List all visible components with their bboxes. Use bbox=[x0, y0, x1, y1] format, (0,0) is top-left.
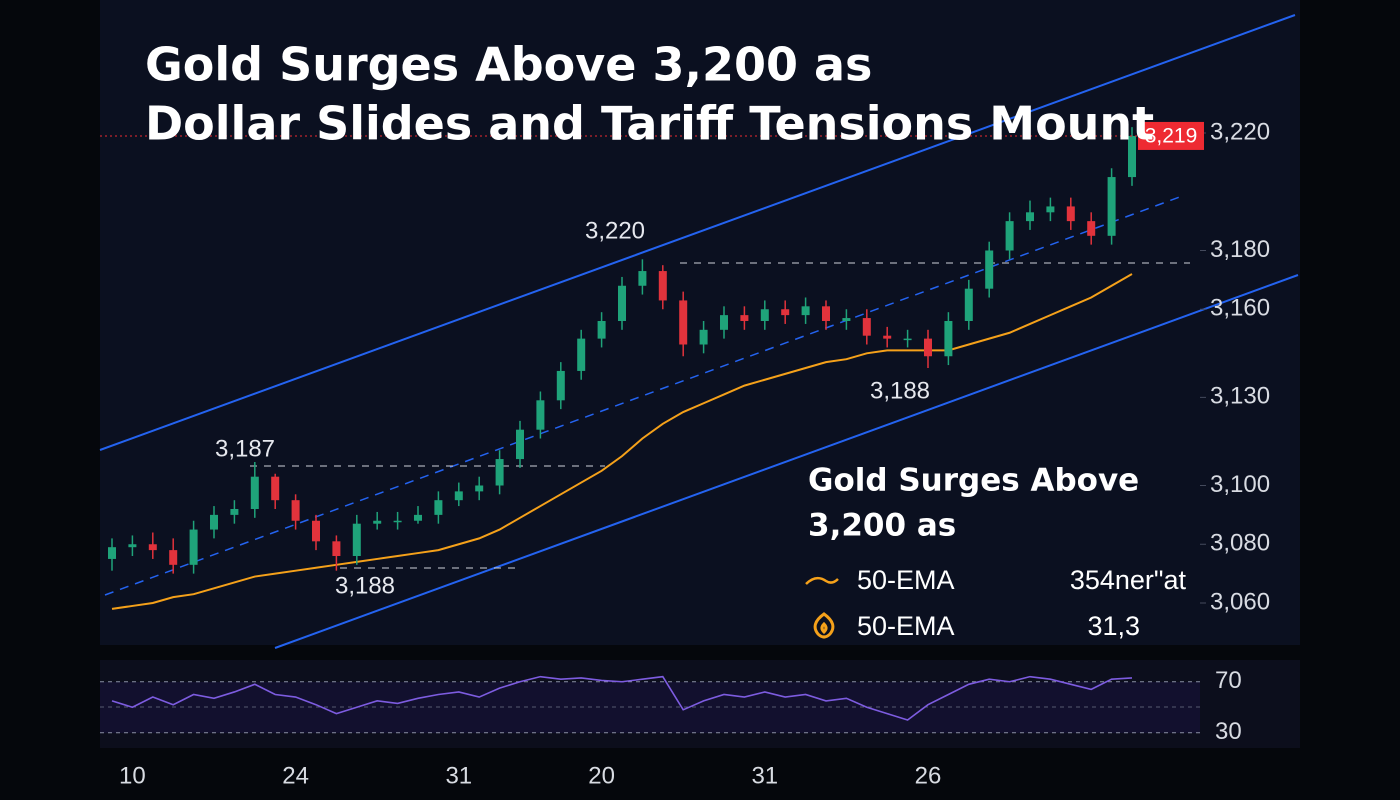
candle-body bbox=[414, 514, 422, 521]
channel-upper bbox=[99, 14, 1296, 451]
annotation: 3,220 bbox=[585, 217, 645, 244]
last-price-tag bbox=[1138, 121, 1204, 150]
candle-body bbox=[842, 318, 851, 321]
legend-value: 354ner"at bbox=[1070, 565, 1187, 595]
candle-body bbox=[475, 485, 484, 492]
candle-body bbox=[1005, 221, 1014, 251]
y-tick-label: 3,220 bbox=[1210, 118, 1270, 145]
x-tick-label: 26 bbox=[915, 762, 942, 789]
candle-body bbox=[720, 315, 728, 330]
candle-body bbox=[536, 400, 545, 430]
chart-title: Dollar Slides and Tariff Tensions Mount bbox=[145, 97, 1154, 151]
legend-icon bbox=[805, 576, 839, 585]
candle-body bbox=[822, 306, 830, 321]
y-tick-label: 3,080 bbox=[1210, 530, 1270, 557]
candle-body bbox=[903, 338, 912, 341]
candle-body bbox=[434, 500, 443, 515]
rsi-band bbox=[100, 682, 1200, 733]
candle-body bbox=[271, 476, 280, 501]
candle-body bbox=[964, 288, 973, 321]
legend-title: 3,200 as bbox=[808, 508, 956, 544]
x-tick-label: 24 bbox=[282, 762, 309, 789]
ema-line bbox=[111, 273, 1133, 610]
candle-body bbox=[699, 329, 708, 345]
candle-body bbox=[577, 338, 586, 371]
candle-body bbox=[883, 335, 892, 339]
candle-body bbox=[801, 306, 810, 316]
candle-body bbox=[312, 520, 320, 542]
candle-body bbox=[1128, 135, 1136, 178]
candle-body bbox=[638, 271, 647, 286]
y-tick-label: 30 bbox=[1215, 718, 1242, 745]
candle-body bbox=[679, 300, 688, 345]
candle-body bbox=[862, 318, 871, 336]
legend-icon bbox=[813, 612, 835, 639]
candle-body bbox=[148, 544, 157, 551]
candle-body bbox=[373, 520, 382, 524]
x-tick-label: 31 bbox=[445, 762, 472, 789]
candle-body bbox=[781, 309, 790, 316]
candle-body bbox=[169, 550, 178, 565]
chart-title: Gold Surges Above 3,200 as bbox=[145, 38, 872, 92]
annotation: 3,188 bbox=[870, 377, 930, 404]
candle-body bbox=[128, 544, 137, 548]
candle-body bbox=[291, 500, 300, 521]
candle-body bbox=[454, 491, 463, 501]
candle-body bbox=[495, 459, 504, 486]
legend-label: 50-EMA bbox=[857, 565, 955, 595]
marks: 3,220 3,180 3,160 3,130 3,100 3,080 3,060 10 24 3… bbox=[100, 118, 1270, 789]
candle-body bbox=[1066, 206, 1075, 222]
y-tick-label: 70 bbox=[1215, 667, 1242, 694]
channel-lower bbox=[274, 274, 1299, 649]
annotation: 3,188 bbox=[335, 572, 395, 599]
x-tick-label: 31 bbox=[751, 762, 778, 789]
candle-body bbox=[250, 476, 259, 509]
candle-body bbox=[393, 520, 402, 523]
last-price-label: 3,219 bbox=[1145, 124, 1198, 147]
candle-body bbox=[924, 338, 932, 357]
y-tick-label: 3,060 bbox=[1210, 588, 1270, 615]
candle-body bbox=[189, 529, 198, 565]
candle-body bbox=[618, 285, 626, 321]
candle-body bbox=[1046, 206, 1055, 213]
legend-title: Gold Surges Above bbox=[808, 463, 1139, 499]
y-tick-label: 3,100 bbox=[1210, 471, 1270, 498]
y-tick-label: 3,130 bbox=[1210, 383, 1270, 410]
legend-label: 50-EMA bbox=[857, 611, 955, 641]
candle-body bbox=[760, 309, 769, 321]
candle-body bbox=[352, 523, 361, 556]
x-tick-label: 10 bbox=[119, 762, 146, 789]
candle-body bbox=[740, 315, 749, 321]
plot-background bbox=[100, 0, 1300, 645]
legend-value: 31,3 bbox=[1087, 611, 1140, 641]
candle-body bbox=[108, 547, 116, 559]
candle-body bbox=[1087, 221, 1096, 236]
candle-body bbox=[230, 509, 239, 515]
candle-body bbox=[332, 541, 341, 556]
candle-body bbox=[516, 429, 524, 460]
candle-body bbox=[1026, 212, 1034, 222]
rsi-line bbox=[111, 675, 1133, 721]
candle-body bbox=[556, 370, 565, 401]
x-tick-label: 20 bbox=[588, 762, 615, 789]
candle-body bbox=[985, 250, 994, 289]
candle-body bbox=[658, 271, 667, 301]
y-tick-label: 3,180 bbox=[1210, 236, 1270, 263]
candle-body bbox=[1107, 177, 1116, 236]
candle-body bbox=[210, 514, 218, 530]
y-tick-label: 3,160 bbox=[1210, 295, 1270, 322]
candle-body bbox=[597, 321, 606, 339]
annotation: 3,187 bbox=[215, 435, 275, 462]
candle-body bbox=[944, 321, 953, 357]
